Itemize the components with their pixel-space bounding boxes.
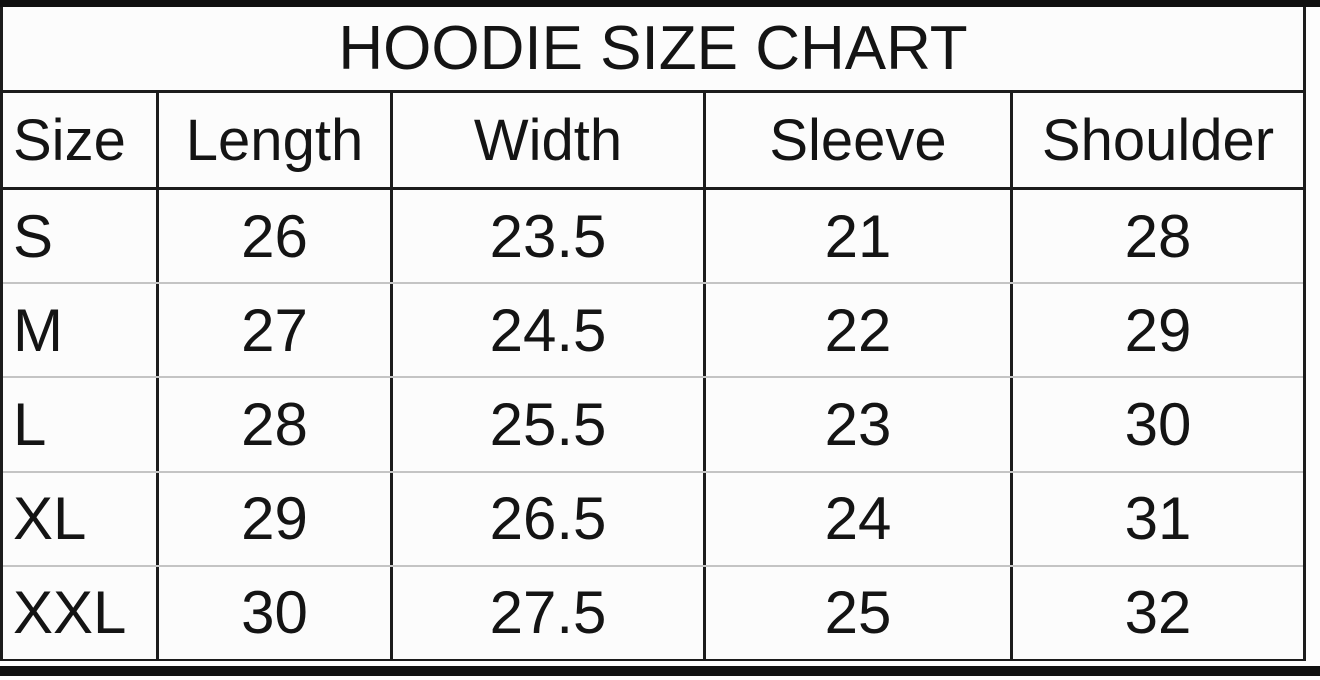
- table-body: S 26 23.5 21 28 M 27 24.5 22 29 L 28 25.…: [3, 190, 1303, 660]
- cell-sleeve: 22: [706, 284, 1013, 377]
- cell-shoulder: 31: [1124, 485, 1192, 553]
- table-row-xl: XL 29 26.5 24 31: [3, 472, 1303, 567]
- cell-length: 27: [159, 284, 393, 377]
- cell-width: 24.5: [393, 284, 706, 377]
- table-row-m: M 27 24.5 22 29: [3, 284, 1303, 379]
- table-row-xxl: XXL 30 27.5 25 32: [3, 566, 1303, 660]
- hoodie-size-table: HOODIE SIZE CHART Size Length Width Slee…: [0, 7, 1306, 661]
- column-header-shoulder: Shoulder: [1041, 107, 1275, 173]
- table-row-l: L 28 25.5 23 30: [3, 378, 1303, 473]
- cell-size: S: [3, 190, 159, 283]
- cell-width: 26.5: [393, 472, 706, 565]
- cell-width: 25.5: [393, 378, 706, 471]
- cell-size: L: [3, 378, 159, 471]
- column-header-sleeve: Sleeve: [706, 93, 1013, 187]
- cell-shoulder: 29: [1124, 296, 1192, 364]
- top-border-bar: [0, 0, 1320, 7]
- table-title: HOODIE SIZE CHART: [338, 14, 968, 83]
- cell-sleeve: 25: [706, 566, 1013, 660]
- cell-sleeve: 21: [706, 190, 1013, 283]
- cell-shoulder: 32: [1124, 579, 1192, 647]
- column-header-size: Size: [3, 93, 159, 187]
- cell-size: M: [3, 284, 159, 377]
- bottom-border-bar: [0, 666, 1320, 676]
- cell-width: 23.5: [393, 190, 706, 283]
- column-header-width: Width: [393, 93, 706, 187]
- table-title-row: HOODIE SIZE CHART: [3, 7, 1303, 93]
- table-row-s: S 26 23.5 21 28: [3, 190, 1303, 285]
- cell-length: 30: [159, 566, 393, 660]
- cell-shoulder: 30: [1124, 391, 1192, 458]
- cell-length: 29: [159, 472, 393, 565]
- cell-length: 28: [159, 378, 393, 471]
- cell-size: XXL: [3, 566, 159, 660]
- cell-length: 26: [159, 190, 393, 283]
- cell-sleeve: 24: [706, 472, 1013, 565]
- table-header-row: Size Length Width Sleeve Shoulder: [3, 93, 1303, 190]
- cell-shoulder: 28: [1124, 202, 1192, 270]
- cell-size: XL: [3, 472, 159, 565]
- column-header-length: Length: [159, 93, 393, 187]
- cell-sleeve: 23: [706, 378, 1013, 471]
- cell-width: 27.5: [393, 566, 706, 660]
